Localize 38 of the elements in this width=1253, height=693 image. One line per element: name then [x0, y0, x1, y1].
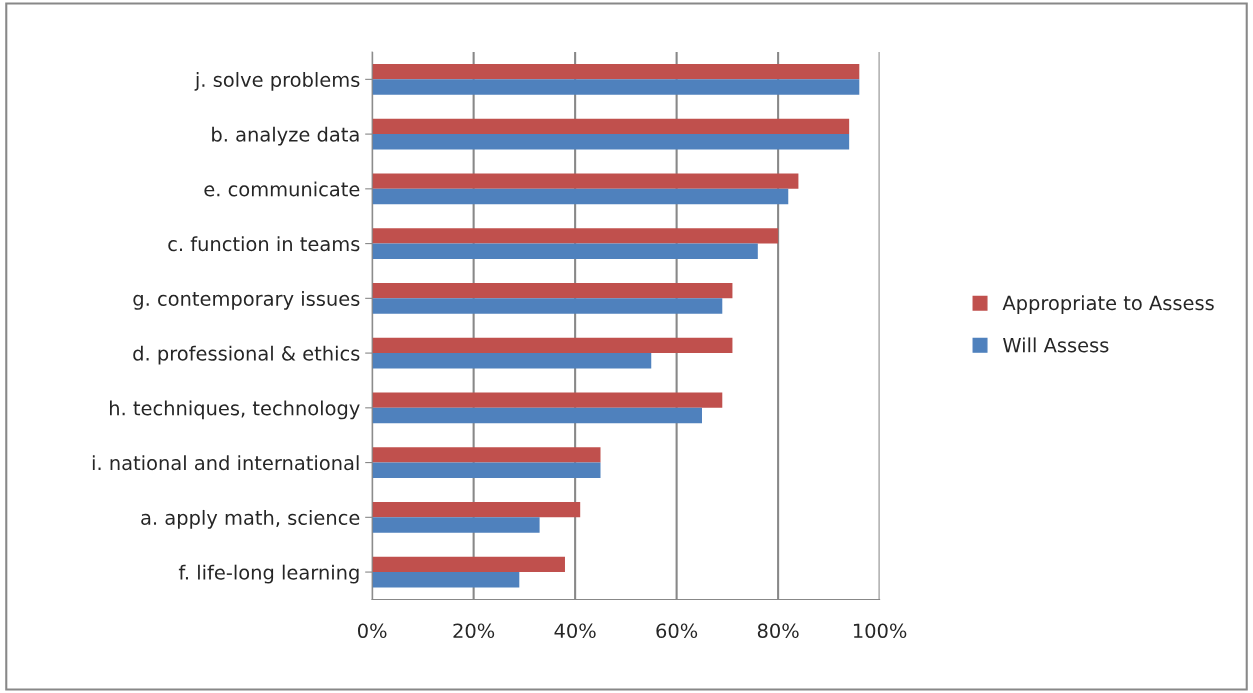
x-tick-label: 60%	[656, 623, 698, 639]
y-tick-label: a. apply math, science	[141, 509, 360, 529]
bar	[372, 462, 601, 478]
bar	[372, 283, 733, 299]
bar	[372, 407, 702, 424]
bar	[372, 64, 860, 80]
x-tick-label: 0%	[358, 623, 387, 639]
bar	[372, 118, 850, 135]
bar	[372, 79, 860, 95]
bar	[372, 572, 520, 588]
bar	[372, 392, 723, 408]
bar	[372, 447, 601, 463]
bar	[372, 517, 540, 533]
bar	[372, 243, 758, 259]
bar	[372, 298, 723, 314]
bar	[372, 173, 799, 189]
x-tick-label: 20%	[453, 623, 495, 639]
x-tick-label: 100%	[853, 623, 907, 639]
bar	[372, 353, 652, 369]
bar	[372, 228, 779, 244]
legend-label: Will Assess	[1003, 337, 1109, 353]
legend-label: Appropriate to Assess	[1002, 295, 1214, 315]
bar	[372, 134, 850, 150]
y-tick-label: i. national and international	[92, 455, 359, 471]
y-tick-label: g. contemporary issues	[133, 290, 360, 310]
y-tick-label: h. techniques, technology	[110, 400, 360, 420]
bar	[372, 556, 565, 573]
x-tick-label: 40%	[554, 623, 596, 639]
x-tick-label: 80%	[757, 623, 799, 639]
y-tick-label: e. communicate	[204, 181, 360, 197]
y-tick-label: f. life-long learning	[178, 564, 359, 584]
y-tick-label: d. professional & ethics	[133, 345, 360, 365]
bar	[372, 337, 733, 354]
bar	[372, 502, 581, 518]
y-tick-label: b. analyze data	[212, 126, 359, 146]
y-tick-label: c. function in teams	[168, 236, 360, 252]
bar	[372, 188, 789, 205]
y-tick-label: j. solve problems	[194, 71, 360, 91]
